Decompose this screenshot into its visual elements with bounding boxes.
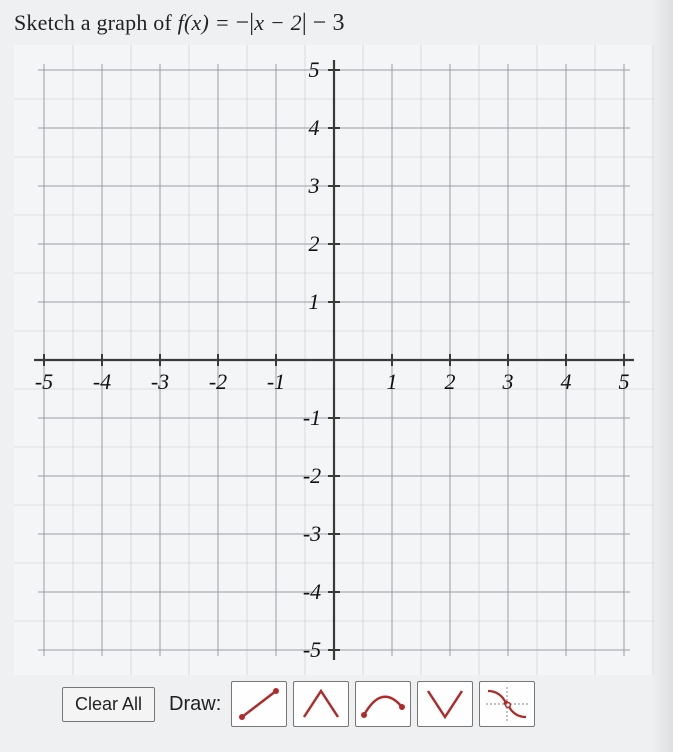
y-tick-label: 3 (309, 173, 320, 199)
y-tick-label: -4 (303, 579, 321, 605)
x-tick-label: -1 (267, 369, 285, 395)
y-tick-label: -1 (303, 405, 321, 431)
draw-toolbar: Clear All Draw: (14, 681, 659, 727)
y-tick-label: -5 (303, 637, 321, 663)
draw-label: Draw: (169, 693, 221, 716)
right-fade-overlay (651, 0, 673, 752)
x-tick-label: -4 (93, 369, 111, 395)
question-prompt: Sketch a graph of f(x) = −|x − 2| − 3 (14, 10, 659, 37)
graph-area[interactable]: -5 -4 -3 -2 -1 1 2 3 4 5 1 2 3 4 5 -1 -2 -3 -4 -5 (14, 45, 654, 675)
cartesian-grid (14, 45, 654, 675)
prompt-tail: − 3 (313, 10, 345, 36)
tool-absolute-value-up[interactable] (293, 681, 349, 727)
tool-piecewise[interactable] (479, 681, 535, 727)
tool-line-segment[interactable] (231, 681, 287, 727)
prompt-minus: − (235, 10, 249, 36)
prompt-abs-inner: x − 2 (254, 10, 302, 35)
y-tick-label: -3 (303, 521, 321, 547)
x-tick-label: -5 (35, 369, 53, 395)
prompt-func-lhs: f(x) = (178, 10, 236, 35)
clear-all-button[interactable]: Clear All (62, 687, 155, 722)
y-tick-label: 2 (309, 231, 320, 257)
tool-curve[interactable] (355, 681, 411, 727)
x-tick-label: 5 (619, 369, 630, 395)
y-tick-label: 5 (309, 57, 320, 83)
x-tick-label: -2 (209, 369, 227, 395)
tool-absolute-value-down[interactable] (417, 681, 473, 727)
y-tick-label: 1 (309, 289, 320, 315)
prompt-prefix: Sketch a graph of (14, 10, 178, 35)
y-tick-label: 4 (309, 115, 320, 141)
x-tick-label: 3 (503, 369, 514, 395)
x-tick-label: 2 (445, 369, 456, 395)
y-tick-label: -2 (303, 463, 321, 489)
x-tick-label: 1 (387, 369, 398, 395)
x-tick-label: -3 (151, 369, 169, 395)
x-tick-label: 4 (561, 369, 572, 395)
prompt-abs-r: | (302, 10, 307, 36)
